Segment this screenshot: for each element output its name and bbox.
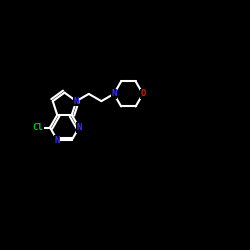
Text: N: N bbox=[76, 123, 82, 132]
Text: O: O bbox=[140, 90, 145, 98]
Text: N: N bbox=[111, 90, 116, 98]
Text: Cl: Cl bbox=[32, 123, 43, 132]
Text: N: N bbox=[74, 97, 79, 106]
Text: N: N bbox=[54, 136, 60, 144]
